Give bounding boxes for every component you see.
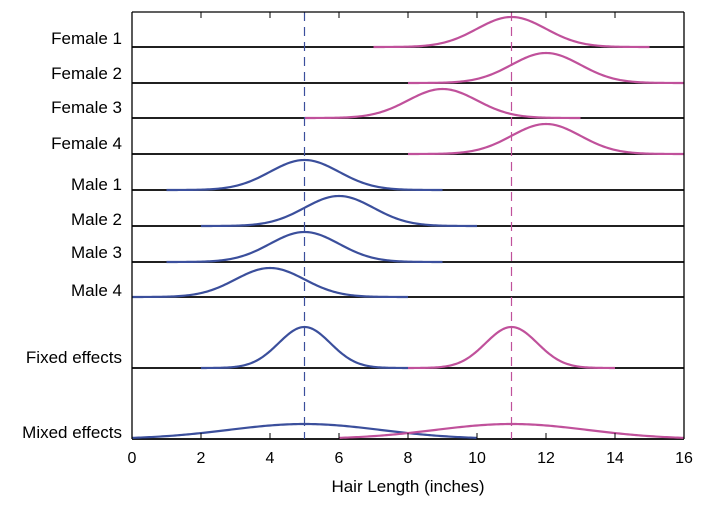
- male-density-curve: [166, 158, 443, 192]
- row-female-3: Female 3: [51, 87, 684, 120]
- row-label: Female 1: [51, 29, 122, 48]
- row-female-1: Female 1: [51, 15, 684, 49]
- male-density-curve: [132, 266, 408, 299]
- x-axis-label: Hair Length (inches): [331, 477, 484, 496]
- x-tick-label: 2: [197, 450, 206, 467]
- row-mixed-effects: Mixed effects: [22, 422, 685, 442]
- row-label: Fixed effects: [26, 348, 122, 367]
- row-label: Male 3: [71, 243, 122, 262]
- row-label: Female 4: [51, 134, 122, 153]
- x-tick-label: 8: [404, 450, 413, 467]
- row-label: Male 4: [71, 281, 122, 300]
- row-female-4: Female 4: [51, 122, 684, 156]
- male-density-curve: [201, 194, 477, 228]
- row-label: Female 3: [51, 98, 122, 117]
- row-male-3: Male 3: [71, 230, 684, 264]
- x-tick-label: 12: [537, 450, 555, 467]
- x-tick-label: 0: [128, 450, 137, 467]
- x-tick-label: 10: [468, 450, 486, 467]
- female-density-curve: [408, 122, 684, 156]
- row-label: Male 1: [71, 175, 122, 194]
- x-tick-label: 6: [335, 450, 344, 467]
- row-male-4: Male 4: [71, 266, 684, 300]
- row-male-2: Male 2: [71, 194, 684, 229]
- row-label: Mixed effects: [22, 423, 122, 442]
- row-label: Female 2: [51, 64, 122, 83]
- rows-layer: Female 1 Female 2 Female 3 Female 4 Male 1 Ma…: [22, 15, 685, 442]
- reference-lines: [303, 12, 513, 439]
- x-tick-label: 16: [675, 450, 693, 467]
- row-male-1: Male 1: [71, 158, 684, 194]
- row-female-2: Female 2: [51, 51, 684, 85]
- female-density-curve: [408, 51, 684, 85]
- row-label: Male 2: [71, 210, 122, 229]
- row-fixed-effects: Fixed effects: [26, 325, 684, 370]
- x-tick-label: 14: [606, 450, 624, 467]
- male-density-curve: [166, 230, 443, 264]
- x-tick-label: 4: [266, 450, 275, 467]
- x-axis-ticks: 0 2 4 6 8 10 12 14 16: [128, 12, 693, 467]
- female-density-curve: [304, 87, 581, 120]
